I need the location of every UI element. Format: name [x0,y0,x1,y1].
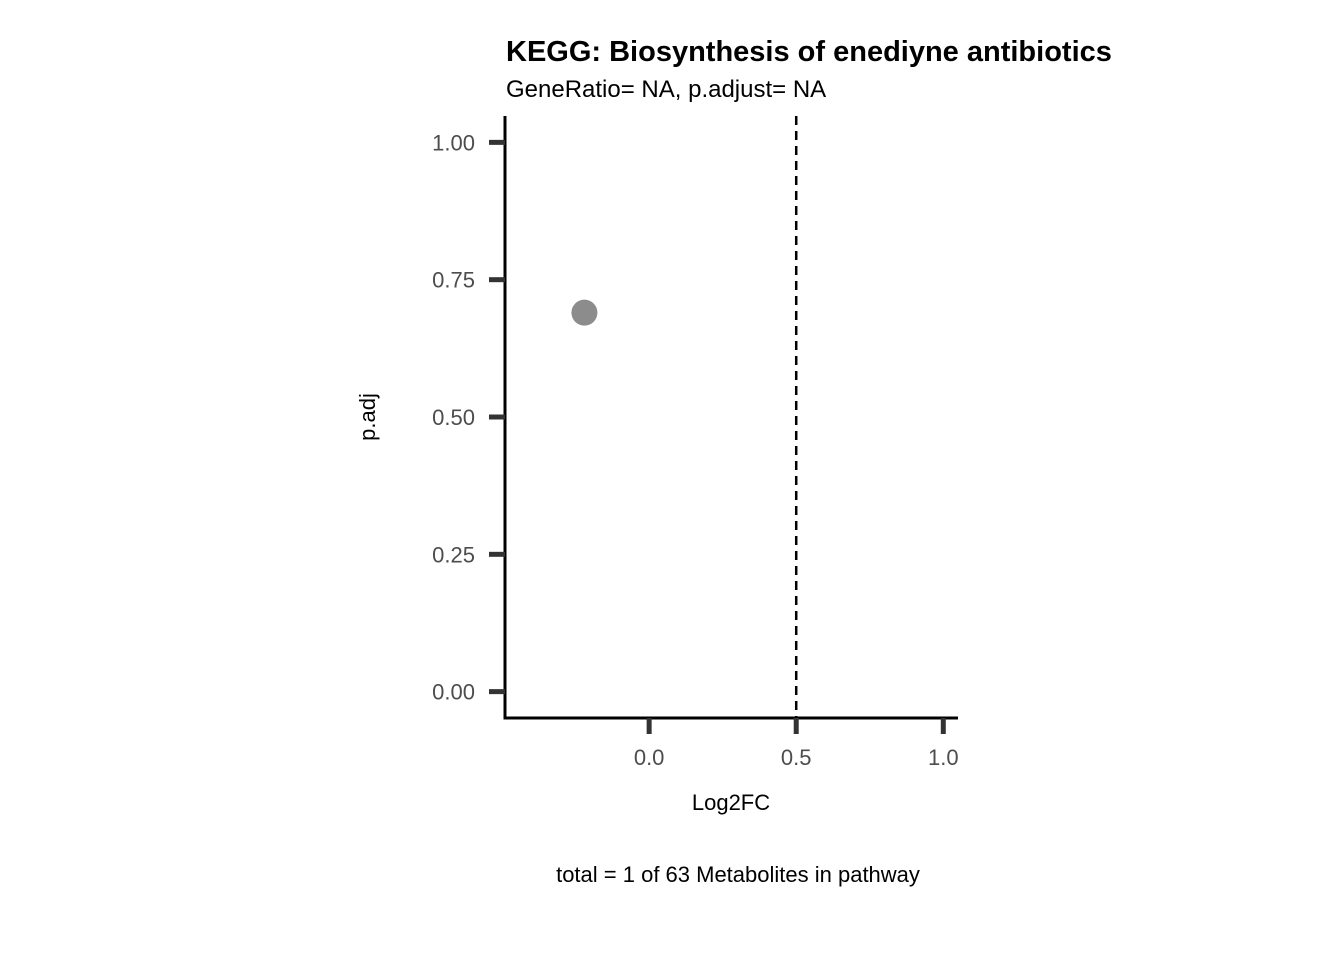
x-tick-label: 0.0 [634,745,665,770]
data-point [571,299,598,326]
chart-caption: total = 1 of 63 Metabolites in pathway [556,862,920,887]
y-tick-label: 0.00 [432,680,475,705]
x-axis-title: Log2FC [692,790,770,815]
x-tick-label: 0.5 [781,745,812,770]
chart-subtitle: GeneRatio= NA, p.adjust= NA [506,76,826,103]
chart-title: KEGG: Biosynthesis of enediyne antibioti… [506,36,1112,68]
x-tick-label: 1.0 [928,745,959,770]
y-tick-label: 0.75 [432,268,475,293]
y-tick-label: 1.00 [432,130,475,155]
plot-area: 0.00 0.25 0.50 0.75 1.00 0.0 0.5 1.0 [432,116,959,770]
y-tick-label: 0.25 [432,542,475,567]
y-tick-label: 0.50 [432,405,475,430]
y-axis-title: p.adj [355,393,380,441]
